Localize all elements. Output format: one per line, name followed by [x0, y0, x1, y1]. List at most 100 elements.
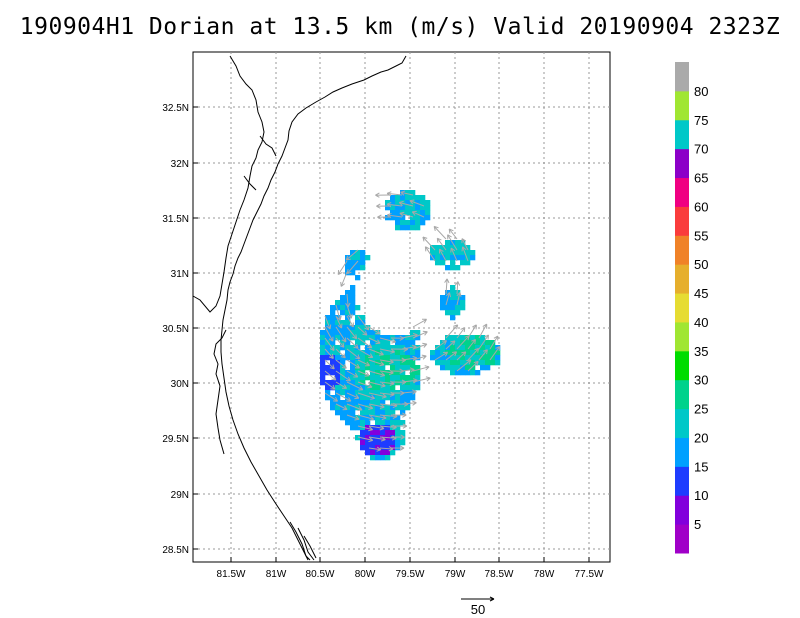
wind-speed-cell [390, 400, 396, 406]
wind-speed-cell [360, 350, 366, 356]
wind-speed-cell [415, 355, 421, 361]
wind-speed-cell [365, 325, 371, 331]
wind-speed-cell [405, 380, 411, 386]
wind-speed-cell [430, 355, 436, 361]
wind-speed-cell [385, 360, 391, 366]
wind-speed-cell [350, 285, 356, 291]
wind-speed-cell [385, 455, 391, 461]
colorbar-swatch [675, 148, 689, 179]
wind-speed-cell [460, 300, 466, 306]
wind-vector [450, 247, 458, 262]
wind-vector [335, 315, 343, 329]
wind-speed-cell [400, 355, 406, 361]
wind-vector [489, 345, 501, 361]
wind-vector [401, 367, 415, 373]
wind-speed-cell [345, 375, 351, 381]
wind-speed-cell [365, 390, 371, 396]
wind-speed-cell [365, 365, 371, 371]
colorbar-label: 20 [694, 430, 708, 445]
wind-speed-cell [390, 415, 396, 421]
colorbar-label: 10 [694, 488, 708, 503]
wind-speed-cell [405, 365, 411, 371]
wind-vector [357, 381, 373, 389]
wind-speed-cell [445, 355, 451, 361]
wind-vector [335, 381, 348, 389]
wind-speed-cell [485, 350, 491, 356]
wind-speed-cell [455, 340, 461, 346]
wind-speed-cell [370, 360, 376, 366]
wind-speed-cell [335, 360, 341, 366]
wind-speed-cell [370, 370, 376, 376]
wind-speed-cell [375, 390, 381, 396]
colorbar-swatch [675, 350, 689, 381]
wind-speed-cell [320, 380, 326, 386]
wind-vector [357, 370, 370, 377]
wind-speed-cell [350, 305, 356, 311]
wind-vector [375, 192, 392, 198]
wind-speed-cell [465, 245, 471, 251]
wind-speed-cell [380, 440, 386, 446]
wind-speed-cell [450, 265, 456, 271]
wind-vector [386, 191, 403, 197]
wind-speed-cell [440, 355, 446, 361]
wind-vector [412, 354, 427, 361]
colorbar-swatch [675, 437, 689, 467]
wind-speed-cell [325, 315, 331, 321]
wind-speed-cell [440, 245, 446, 251]
wind-speed-cell [460, 240, 466, 246]
wind-speed-cell [395, 355, 401, 361]
wind-speed-cell [375, 455, 381, 461]
wind-vector [340, 271, 348, 287]
wind-vector [447, 234, 458, 251]
wind-vector [467, 338, 476, 350]
wind-speed-cell [470, 355, 476, 361]
wind-speed-cell [435, 260, 441, 266]
wind-speed-cell [320, 365, 326, 371]
wind-speed-cell [365, 330, 371, 336]
wind-vector [445, 351, 458, 361]
wind-speed-cell [450, 245, 456, 251]
wind-speed-cell [410, 220, 416, 226]
wind-speed-cell [410, 225, 416, 231]
wind-speed-cell [450, 285, 456, 291]
lat-label: 30N [171, 379, 189, 390]
wind-vector [439, 248, 447, 262]
wind-speed-cell [330, 315, 336, 321]
wind-speed-cell [440, 295, 446, 301]
wind-speed-cell [360, 260, 366, 266]
wind-speed-cell [360, 390, 366, 396]
wind-speed-cell [355, 260, 361, 266]
wind-speed-cell [395, 340, 401, 346]
wind-speed-cell [445, 305, 451, 311]
wind-vector [368, 392, 387, 399]
colorbar-label: 80 [694, 84, 708, 99]
wind-speed-cell [365, 355, 371, 361]
wind-speed-cell [365, 450, 371, 456]
wind-speed-cell [445, 310, 451, 316]
wind-speed-cell [350, 365, 356, 371]
lat-label: 31N [171, 269, 189, 280]
wind-speed-cell [360, 330, 366, 336]
wind-speed-cell [425, 205, 431, 211]
wind-speed-cell [385, 335, 391, 341]
wind-speed-cell [345, 345, 351, 351]
wind-speed-cell [490, 345, 496, 351]
wind-speed-cell [340, 360, 346, 366]
wind-speed-cell [480, 365, 486, 371]
wind-speed-cell [440, 250, 446, 256]
wind-speed-cell [365, 405, 371, 411]
wind-speed-cell [370, 445, 376, 451]
wind-vector [335, 304, 342, 321]
wind-speed-cell [345, 330, 351, 336]
wind-speed-cell [480, 360, 486, 366]
wind-speed-cell [335, 345, 341, 351]
wind-speed-cell [390, 450, 396, 456]
wind-speed-cell [465, 260, 471, 266]
wind-speed-cell [340, 400, 346, 406]
wind-speed-cell [380, 375, 386, 381]
wind-speed-cell [445, 240, 451, 246]
wind-speed-cell [410, 370, 416, 376]
wind-vector [461, 246, 469, 262]
wind-vector [346, 260, 359, 275]
wind-speed-cell [450, 360, 456, 366]
